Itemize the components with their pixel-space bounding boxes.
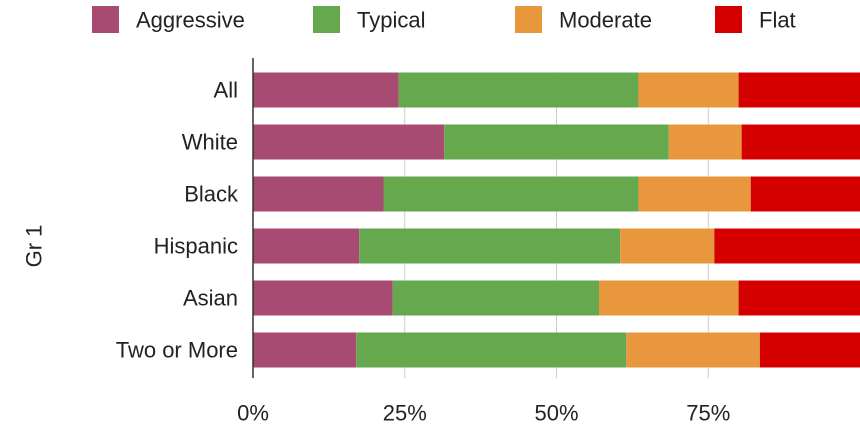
category-labels: All White Black Hispanic Asian Two or More bbox=[116, 78, 239, 363]
bar-segment bbox=[359, 228, 621, 264]
legend-swatch bbox=[715, 6, 742, 33]
category-label: All bbox=[214, 78, 238, 103]
category-label: Two or More bbox=[116, 338, 238, 363]
legend-swatch bbox=[313, 6, 340, 33]
legend-label: Aggressive bbox=[136, 8, 245, 33]
bar-segment bbox=[668, 124, 742, 160]
bar-segment bbox=[392, 280, 599, 316]
y-axis-label: Gr 1 bbox=[22, 225, 47, 268]
bar-segment bbox=[253, 72, 399, 108]
legend-label: Flat bbox=[759, 8, 796, 33]
legend: Aggressive Typical Moderate Flat bbox=[92, 6, 796, 33]
bar-segment bbox=[253, 176, 384, 212]
x-tick-labels: 0% 25% 50% 75% bbox=[237, 401, 730, 426]
bar-segment bbox=[714, 228, 860, 264]
category-label: Black bbox=[184, 182, 239, 207]
legend-label: Moderate bbox=[559, 8, 652, 33]
legend-label: Typical bbox=[357, 8, 425, 33]
bar-segment bbox=[253, 124, 445, 160]
bar-segment bbox=[626, 332, 760, 368]
category-label: White bbox=[182, 130, 238, 155]
bar-segment bbox=[356, 332, 627, 368]
legend-item: Moderate bbox=[515, 6, 652, 33]
grid-lines bbox=[404, 72, 709, 378]
legend-item: Typical bbox=[313, 6, 425, 33]
bar-segment bbox=[598, 280, 739, 316]
bar-segment bbox=[759, 332, 860, 368]
bar-segment bbox=[750, 176, 860, 212]
bar-segment bbox=[638, 72, 739, 108]
bar-segment bbox=[738, 72, 860, 108]
bar-segment bbox=[638, 176, 751, 212]
bar-segment bbox=[253, 228, 360, 264]
legend-swatch bbox=[92, 6, 119, 33]
bar-segment bbox=[738, 280, 860, 316]
x-tick-label: 50% bbox=[534, 401, 578, 426]
category-label: Hispanic bbox=[154, 234, 238, 259]
legend-item: Flat bbox=[715, 6, 796, 33]
bar-segment bbox=[253, 332, 357, 368]
x-tick-label: 25% bbox=[383, 401, 427, 426]
legend-swatch bbox=[515, 6, 542, 33]
bar-segment bbox=[383, 176, 639, 212]
bars bbox=[253, 72, 860, 368]
bar-segment bbox=[620, 228, 715, 264]
legend-item: Aggressive bbox=[92, 6, 245, 33]
bar-segment bbox=[444, 124, 669, 160]
bar-segment bbox=[398, 72, 639, 108]
bar-segment bbox=[741, 124, 860, 160]
x-tick-label: 75% bbox=[686, 401, 730, 426]
category-label: Asian bbox=[183, 286, 238, 311]
bar-segment bbox=[253, 280, 393, 316]
x-tick-label: 0% bbox=[237, 401, 269, 426]
